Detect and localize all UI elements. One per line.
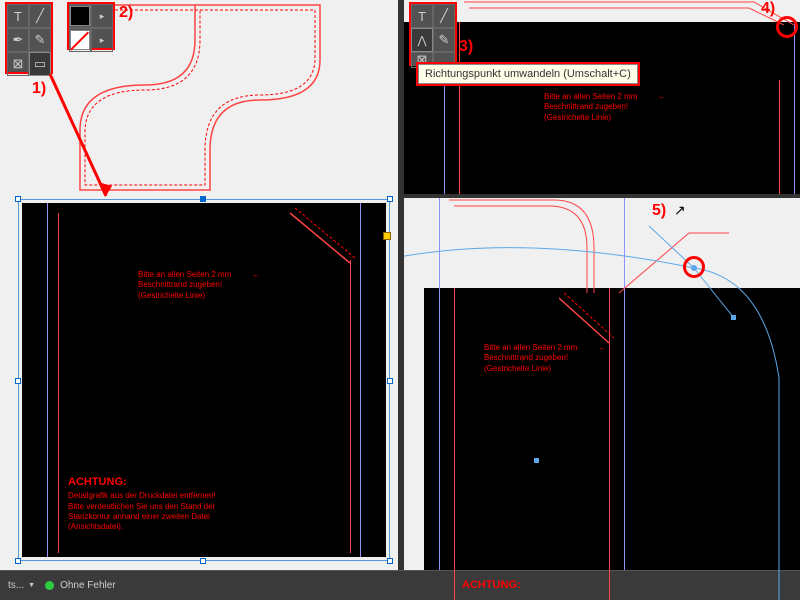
stroke-color[interactable] (69, 28, 91, 52)
red-r-tr (779, 80, 780, 194)
handle-br[interactable] (387, 558, 393, 564)
panel-step-1-2: T ╱ ✒ ✎ ⊠ ▭ ▸ ▸ 2) 1) (0, 0, 398, 570)
handle-tr[interactable] (387, 196, 393, 202)
mtr-l1: Bitte an allen Seiten 2 mm (544, 92, 637, 102)
annotation-4: 4) (761, 0, 775, 18)
handle-tc[interactable] (200, 196, 206, 202)
type-tool-tr[interactable]: T (411, 4, 433, 28)
preflight-status[interactable]: Ohne Fehler (45, 580, 116, 591)
pen-tool[interactable]: ✒ (7, 28, 29, 52)
annotation-2: 2) (119, 4, 133, 22)
cursor-pointer: ↖ (268, 218, 280, 235)
line-tool-tr[interactable]: ╱ (433, 4, 455, 28)
fill-arrow[interactable]: ▸ (91, 4, 113, 28)
annotation-3: 3) (459, 38, 473, 56)
target-circle-5 (683, 256, 705, 278)
target-circle-4 (776, 16, 798, 38)
margin-arrow-tr: ← (658, 92, 666, 102)
panel-step-5: 5) ↖ Bitte an allen Seiten 2 mm Beschnit… (404, 198, 800, 600)
guide-v-r-tr (794, 22, 795, 194)
handle-mr[interactable] (387, 378, 393, 384)
convert-point-tool[interactable]: ⋀ (411, 28, 433, 52)
doc-dropdown-icon: ▼ (28, 582, 35, 589)
handle-bc[interactable] (200, 558, 206, 564)
annotation-5: 5) (652, 202, 666, 220)
yellow-control[interactable] (383, 232, 391, 240)
panel-step-3-4: T ╱ ⋀ ✎ ⊠ 3) Richtungspunkt umwandeln (U… (404, 0, 800, 194)
fill-color[interactable] (69, 4, 91, 28)
pencil-tool[interactable]: ✎ (29, 28, 51, 52)
toolbox-color: ▸ ▸ (67, 2, 115, 50)
bezier-path (404, 198, 800, 600)
doc-name: ts... (8, 580, 24, 591)
handle-ml[interactable] (15, 378, 21, 384)
shape-top-tr (444, 0, 800, 25)
handle-tl[interactable] (15, 196, 21, 202)
rectangle-frame-tool[interactable]: ⊠ (7, 52, 29, 76)
handle-bl[interactable] (15, 558, 21, 564)
line-tool[interactable]: ╱ (29, 4, 51, 28)
doc-tab[interactable]: ts... ▼ (8, 580, 35, 591)
annotation-1: 1) (32, 80, 46, 98)
pencil-tool-tr[interactable]: ✎ (433, 28, 455, 52)
selection-frame[interactable] (18, 199, 390, 561)
tooltip-convert-point: Richtungspunkt umwandeln (Umschalt+C) (418, 64, 638, 84)
status-ok-icon (45, 581, 54, 590)
stroke-arrow[interactable]: ▸ (91, 28, 113, 52)
center-anchor[interactable] (534, 458, 539, 463)
cursor-5: ↖ (674, 202, 686, 219)
tooltip-highlight: Richtungspunkt umwandeln (Umschalt+C) (416, 62, 640, 86)
status-text: Ohne Fehler (60, 580, 116, 591)
mtr-l2: Beschnittrand zugeben! (544, 102, 637, 112)
mtr-l3: (Gestrichelte Linie) (544, 113, 637, 123)
toolbox-main: T ╱ ✒ ✎ ⊠ ▭ (5, 2, 53, 74)
none-swatch (70, 30, 90, 50)
black-swatch (70, 6, 90, 26)
type-tool[interactable]: T (7, 4, 29, 28)
margin-note-tr: Bitte an allen Seiten 2 mm Beschnittrand… (544, 92, 637, 123)
toolbox-tr: T ╱ ⋀ ✎ ⊠ (409, 2, 457, 66)
